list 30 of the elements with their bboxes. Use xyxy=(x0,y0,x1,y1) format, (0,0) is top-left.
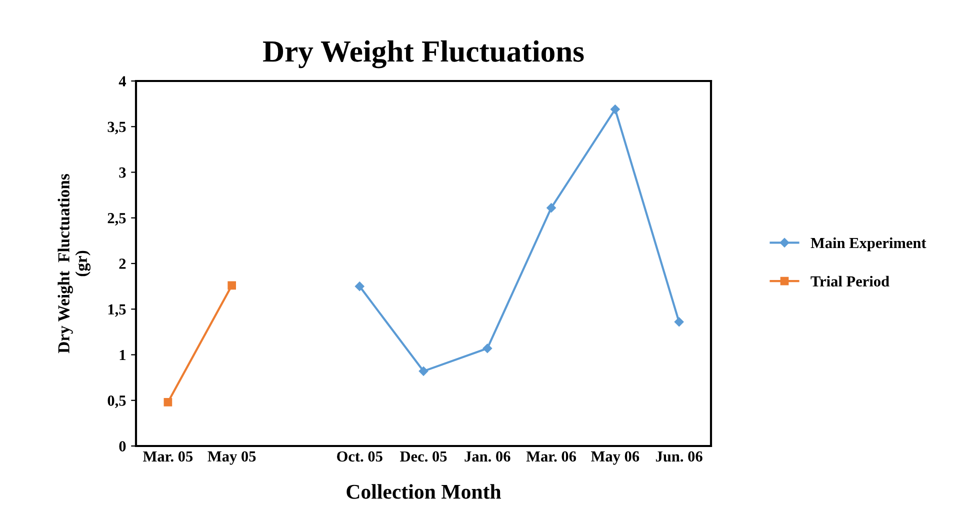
x-axis-title: Collection Month xyxy=(346,484,502,499)
y-tick-label: 3 xyxy=(119,167,126,178)
point xyxy=(482,344,492,353)
y-tick-label: 3,5 xyxy=(108,122,126,134)
point xyxy=(354,282,364,291)
x-tick-label: Mar. 05 xyxy=(143,451,193,462)
point xyxy=(164,398,172,406)
chart-title: Dry Weight Fluctuations xyxy=(263,40,584,68)
x-tick-label: Mar. 06 xyxy=(526,451,576,462)
x-tick-label: Oct. 05 xyxy=(337,451,382,462)
point xyxy=(610,104,620,114)
y-tick-label: 1,5 xyxy=(108,304,126,317)
x-tick-label: Jan. 06 xyxy=(464,451,510,462)
y-tick-label: 1 xyxy=(120,350,126,360)
legend-label: Main Experiment xyxy=(810,237,926,252)
y-tick-label: 4 xyxy=(118,76,126,86)
x-tick-label: Dec. 05 xyxy=(400,451,447,462)
y-tick-label: 0 xyxy=(119,441,126,452)
y-tick-label: 0,5 xyxy=(108,396,126,408)
point xyxy=(228,281,236,290)
point xyxy=(418,366,428,376)
x-tick-label: Jun. 06 xyxy=(656,451,702,462)
y-axis-title: Dry Weight Fluctuations (gr) xyxy=(58,174,91,354)
y-tick-label: 2 xyxy=(119,258,126,269)
x-tick-label: May 06 xyxy=(591,451,640,465)
legend-label: Trial Period xyxy=(810,276,890,287)
point xyxy=(546,203,556,212)
y-tick-label: 2,5 xyxy=(108,213,126,226)
x-tick-label: May 05 xyxy=(208,451,256,465)
point xyxy=(674,317,684,327)
